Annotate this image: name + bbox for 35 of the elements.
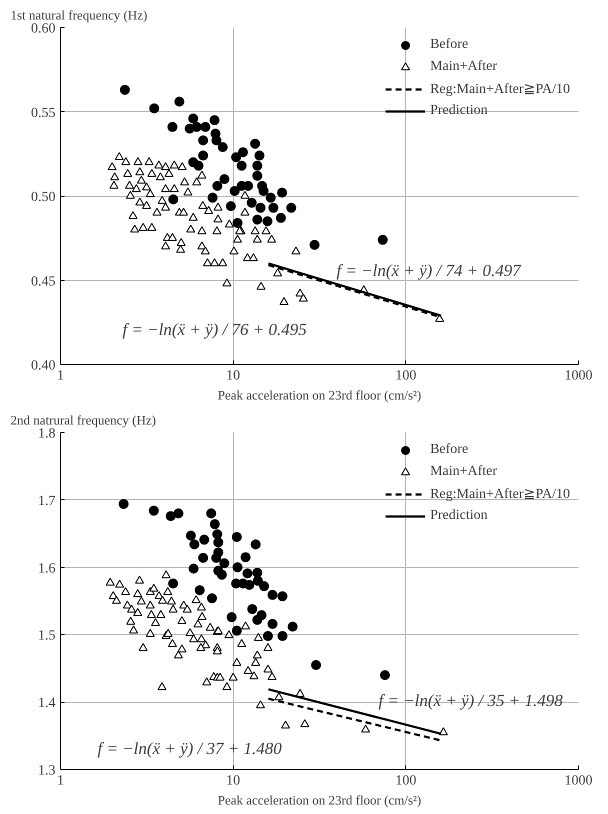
legend-label: Reg:Main+After≧PA/10 — [430, 81, 570, 98]
annotation: f = −ln(ẍ + ÿ) / 76 + 0.495 — [122, 320, 307, 339]
legend-label: Main+After — [430, 464, 498, 480]
annotation: f = −ln(ẍ + ÿ) / 35 + 1.498 — [378, 691, 564, 710]
x-tick-label: 10 — [226, 368, 240, 384]
x-axis-title: Peak acceleration on 23rd floor (cm/s²) — [218, 388, 422, 402]
y-tick-label: 1.3 — [38, 764, 56, 778]
x-axis-title: Peak acceleration on 23rd floor (cm/s²) — [218, 792, 422, 808]
y-tick-label: 0.55 — [31, 106, 56, 121]
x-tick-label: 1 — [57, 774, 64, 788]
chart-title: 1st natural frequency (Hz) — [10, 8, 148, 22]
legend-label: Main+After — [430, 59, 498, 75]
annotation: f = −ln(ẍ + ÿ) / 74 + 0.497 — [336, 261, 522, 280]
y-tick-label: 0.60 — [31, 22, 56, 36]
x-tick-label: 10 — [226, 774, 240, 788]
legend-label: Before — [430, 37, 468, 53]
x-tick-label: 1000 — [564, 774, 592, 788]
y-tick-label: 1.6 — [38, 561, 56, 576]
annotation: f = −ln(ẍ + ÿ) / 37 + 1.480 — [98, 739, 282, 758]
legend-label: Reg:Main+After≧PA/10 — [430, 486, 570, 503]
y-tick-label: 1.4 — [38, 696, 56, 712]
y-tick-label: 0.40 — [31, 358, 56, 374]
x-tick-label: 100 — [395, 368, 416, 384]
y-tick-label: 0.45 — [31, 274, 56, 290]
y-tick-label: 1.8 — [38, 426, 56, 442]
y-tick-label: 1.7 — [38, 494, 56, 509]
y-tick-label: 1.5 — [38, 628, 56, 644]
legend-label: Prediction — [430, 103, 488, 119]
y-tick-label: 0.50 — [31, 190, 56, 205]
chart-title: 2nd natrural frequency (Hz) — [10, 412, 156, 428]
x-tick-label: 100 — [395, 774, 416, 788]
x-tick-label: 1 — [57, 368, 64, 384]
x-tick-label: 1000 — [564, 368, 592, 384]
legend-label: Prediction — [430, 508, 488, 524]
legend-label: Before — [430, 442, 468, 458]
